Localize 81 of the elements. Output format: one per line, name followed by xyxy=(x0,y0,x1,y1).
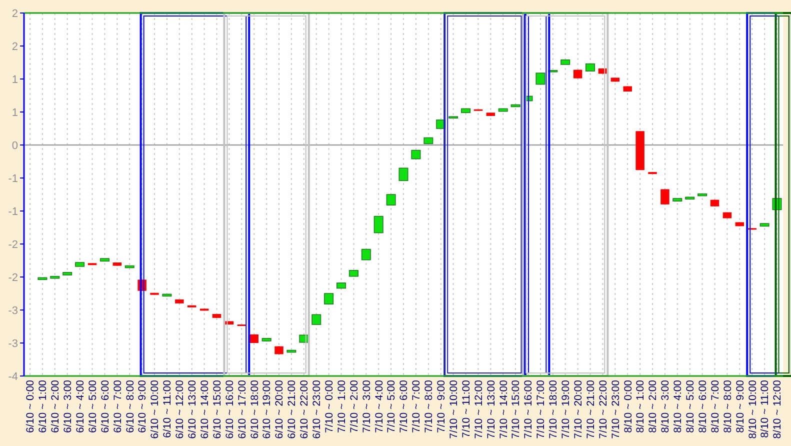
y-tick-label: -1 xyxy=(8,172,18,185)
y-tick-label: 0 xyxy=(12,140,18,152)
x-tick-label: 8/10 ~ 1:00 xyxy=(634,380,647,433)
x-tick-label: 6/10 ~ 0:00 xyxy=(24,380,37,433)
x-tick-label: 8/10 ~ 9:00 xyxy=(734,380,746,433)
x-tick-label: 7/10 ~ 23:00 xyxy=(610,380,622,439)
x-tick-label: 6/10 ~ 16:00 xyxy=(224,380,236,439)
y-tick-label: 2 xyxy=(12,40,18,53)
x-tick-label: 6/10 ~ 22:00 xyxy=(298,380,311,439)
candlestick xyxy=(536,72,546,85)
y-tick-label: 1 xyxy=(12,106,18,119)
x-tick-label: 6/10 ~ 7:00 xyxy=(112,380,124,433)
x-tick-label: 6/10 ~ 3:00 xyxy=(62,380,74,433)
x-tick-label: 8/10 ~ 4:00 xyxy=(672,380,684,433)
x-tick-label: 6/10 ~ 20:00 xyxy=(274,380,286,439)
x-tick-label: 7/10 ~ 22:00 xyxy=(597,380,610,439)
x-tick-label: 7/10 ~ 21:00 xyxy=(584,380,597,439)
x-tick-label: 7/10 ~ 12:00 xyxy=(472,380,485,439)
y-tick-label: -1 xyxy=(8,206,18,218)
x-tick-label: 7/10 ~ 8:00 xyxy=(423,380,436,433)
x-tick-label: 6/10 ~ 14:00 xyxy=(198,380,211,439)
x-tick-label: 7/10 ~ 10:00 xyxy=(448,380,460,439)
x-tick-label: 6/10 ~ 11:00 xyxy=(162,380,174,438)
x-tick-label: 8/10 ~ 8:00 xyxy=(722,380,734,433)
x-tick-label: 8/10 ~ 6:00 xyxy=(696,380,709,433)
x-tick-label: 7/10 ~ 6:00 xyxy=(398,380,410,433)
x-tick-label: 8/10 ~ 7:00 xyxy=(709,380,722,433)
candlestick xyxy=(398,168,408,182)
x-tick-label: 6/10 ~ 6:00 xyxy=(99,380,112,433)
x-tick-label: 7/10 ~ 3:00 xyxy=(360,380,373,433)
x-tick-label: 7/10 ~ 4:00 xyxy=(373,380,386,433)
x-tick-label: 6/10 ~ 8:00 xyxy=(124,380,136,433)
y-tick-label: -2 xyxy=(8,272,18,284)
x-tick-label: 6/10 ~ 18:00 xyxy=(248,380,261,439)
x-tick-label: 7/10 ~ 17:00 xyxy=(535,380,548,439)
candlestick xyxy=(312,314,322,325)
x-tick-label: 6/10 ~ 9:00 xyxy=(136,380,149,433)
candlestick xyxy=(361,248,371,260)
x-tick-label: 6/10 ~ 12:00 xyxy=(174,380,186,439)
y-tick-label: -4 xyxy=(8,370,18,383)
x-tick-label: 6/10 ~ 1:00 xyxy=(37,380,50,433)
x-tick-label: 7/10 ~ 20:00 xyxy=(572,380,584,439)
x-tick-label: 7/10 ~ 9:00 xyxy=(436,380,448,433)
candlestick xyxy=(374,216,384,234)
x-tick-label: 6/10 ~ 10:00 xyxy=(149,380,162,439)
x-tick-label: 6/10 ~ 5:00 xyxy=(86,380,99,433)
x-tick-label: 6/10 ~ 21:00 xyxy=(286,380,298,439)
y-tick-label: 2 xyxy=(12,8,18,20)
x-tick-label: 8/10 ~ 10:00 xyxy=(746,380,759,439)
y-tick-label: -2 xyxy=(8,238,18,251)
x-tick-label: 8/10 ~ 3:00 xyxy=(660,380,672,433)
x-tick-label: 6/10 ~ 23:00 xyxy=(311,380,324,439)
candlestick xyxy=(386,194,396,206)
y-tick-label: -3 xyxy=(8,304,18,317)
x-tick-label: 7/10 ~ 11:00 xyxy=(460,380,472,438)
x-tick-label: 6/10 ~ 15:00 xyxy=(211,380,224,439)
candlestick xyxy=(660,188,670,205)
x-tick-label: 8/10 ~ 0:00 xyxy=(622,380,634,433)
candlestick xyxy=(324,293,334,304)
x-tick-label: 8/10 ~ 2:00 xyxy=(647,380,660,433)
x-tick-label: 8/10 ~ 12:00 xyxy=(772,380,784,439)
x-tick-label: 7/10 ~ 5:00 xyxy=(386,380,398,433)
x-tick-label: 8/10 ~ 5:00 xyxy=(684,380,697,433)
x-tick-label: 6/10 ~ 2:00 xyxy=(50,380,62,433)
x-tick-label: 7/10 ~ 0:00 xyxy=(323,380,336,433)
x-tick-label: 7/10 ~ 15:00 xyxy=(510,380,522,439)
x-tick-label: 7/10 ~ 13:00 xyxy=(485,380,498,439)
x-tick-label: 8/10 ~ 11:00 xyxy=(759,380,772,438)
x-tick-label: 6/10 ~ 19:00 xyxy=(261,380,274,439)
x-tick-label: 7/10 ~ 7:00 xyxy=(410,380,423,433)
x-tick-label: 6/10 ~ 17:00 xyxy=(236,380,248,439)
x-tick-label: 7/10 ~ 18:00 xyxy=(548,380,560,439)
x-tick-label: 7/10 ~ 1:00 xyxy=(336,380,348,433)
x-tick-label: 6/10 ~ 13:00 xyxy=(186,380,199,439)
x-tick-label: 7/10 ~ 2:00 xyxy=(348,380,360,433)
x-tick-label: 7/10 ~ 19:00 xyxy=(560,380,572,439)
y-tick-label: 1 xyxy=(12,74,18,86)
y-tick-label: -3 xyxy=(8,338,18,350)
x-tick-label: 7/10 ~ 14:00 xyxy=(498,380,510,439)
x-tick-label: 6/10 ~ 4:00 xyxy=(74,380,86,433)
x-tick-label: 7/10 ~ 16:00 xyxy=(522,380,535,439)
